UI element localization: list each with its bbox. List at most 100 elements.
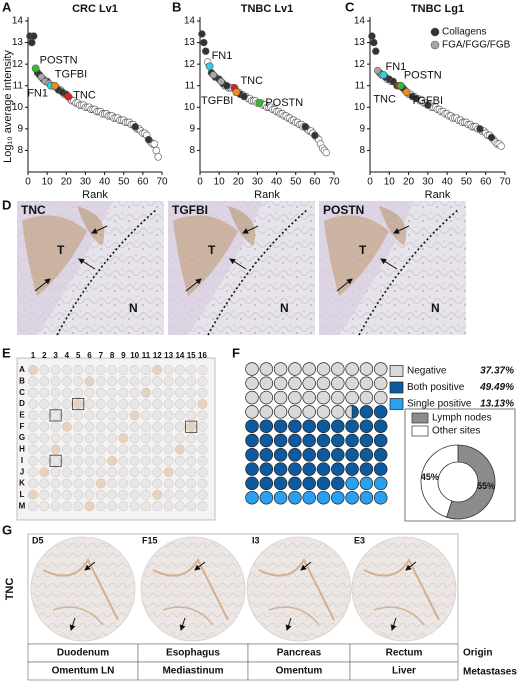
highlight-point (255, 99, 264, 107)
data-point (30, 32, 38, 40)
waffle-cell (345, 376, 359, 391)
tma-core (50, 433, 61, 444)
tma-core (61, 433, 72, 444)
waffle-cell (373, 376, 388, 391)
tma-core (129, 478, 140, 489)
gene-label: TNC (240, 75, 263, 87)
tma-core (197, 478, 208, 489)
waffle-cell (316, 419, 331, 433)
waffle-cell (273, 462, 288, 476)
x-tick-label: 20 (403, 177, 415, 188)
waffle-cell (345, 462, 359, 476)
tma-core (73, 489, 84, 500)
tma-core (141, 478, 151, 489)
tma-column-label: 9 (121, 351, 126, 360)
core-stain (268, 606, 320, 626)
tma-core (39, 489, 50, 500)
data-point (240, 92, 248, 101)
normal-label: N (129, 301, 138, 315)
waffle-cell (331, 490, 345, 505)
tma-core (107, 478, 118, 489)
tma-core (163, 410, 174, 421)
tma-core (118, 376, 129, 387)
waffle-cell (331, 390, 345, 405)
waffle-cell (288, 462, 302, 476)
data-point (322, 148, 331, 157)
tma-core (163, 478, 174, 489)
tma-core (28, 387, 38, 398)
tma-core (197, 410, 208, 421)
waffle-cell (373, 419, 388, 433)
tma-core (28, 421, 38, 432)
highlight-point (379, 71, 388, 79)
tma-core (84, 387, 95, 398)
gene-label: TNC (373, 94, 396, 106)
y-tick-label: 10 (12, 102, 24, 113)
tma-column-label: 2 (42, 351, 47, 360)
tma-core (61, 365, 72, 375)
tma-core (61, 501, 72, 512)
x-tick-label: 40 (99, 177, 111, 188)
tma-core (107, 410, 118, 421)
x-tick-label: 70 (499, 177, 511, 188)
tma-core (141, 421, 151, 432)
tma-core (118, 399, 129, 409)
x-tick-label: 50 (461, 177, 473, 188)
tma-core (163, 433, 174, 444)
legend-swatch (389, 381, 404, 394)
y-tick-label: 8 (189, 145, 195, 156)
core-id: F15 (142, 535, 158, 545)
x-axis-label: Rank (82, 189, 108, 201)
legend-label: Collagens (442, 27, 486, 38)
core-id: D5 (32, 535, 44, 545)
arrow (194, 561, 206, 571)
boundary-line (56, 208, 158, 336)
tma-row-label: K (19, 479, 25, 488)
tma-core (107, 421, 118, 432)
waffle-cell (245, 390, 259, 405)
waffle-cell (316, 433, 331, 448)
gene-label: FN1 (386, 61, 407, 73)
tma-row-label: M (19, 501, 26, 510)
tma-core (84, 399, 95, 409)
legend-label: Other sites (432, 426, 480, 437)
legend-label: FGA/FGG/FGB (442, 40, 511, 51)
x-tick-label: 70 (328, 177, 340, 188)
y-tick-label: 9 (359, 123, 365, 134)
tma-core (28, 467, 38, 478)
waffle-cell (359, 390, 374, 405)
waffle-cell (316, 448, 331, 462)
waffle-cell (373, 476, 388, 491)
waffle-cell (359, 362, 374, 376)
x-tick-label: 30 (80, 177, 92, 188)
waffle-cell (245, 448, 259, 462)
tma-core (107, 501, 118, 512)
waffle-cell (273, 490, 288, 505)
y-tick-label: 11 (355, 80, 366, 91)
tma-core (174, 376, 185, 387)
waffle-cell (316, 462, 331, 476)
tma-core (95, 365, 106, 375)
ihc-label: TNC (21, 203, 46, 217)
ihc-label: TGFBI (172, 203, 208, 217)
data-point (209, 71, 218, 79)
tma-core (163, 455, 174, 466)
tma-core (61, 467, 72, 478)
tma-core (73, 433, 84, 444)
tma-core (61, 376, 72, 387)
tma-core (73, 444, 84, 455)
core-image (351, 536, 457, 642)
origin-cell: Duodenum (57, 648, 109, 659)
data-point (370, 38, 378, 47)
arrow (34, 278, 51, 292)
x-tick-label: 0 (197, 177, 203, 188)
tma-core (174, 467, 185, 478)
tma-core (163, 421, 174, 432)
waffle-cell (359, 476, 374, 491)
core-id: I3 (252, 535, 260, 545)
arrow (91, 225, 108, 234)
tma-core (141, 489, 151, 500)
waffle-cell (331, 476, 345, 491)
tma-core (197, 444, 208, 455)
waffle-cell (259, 433, 274, 448)
